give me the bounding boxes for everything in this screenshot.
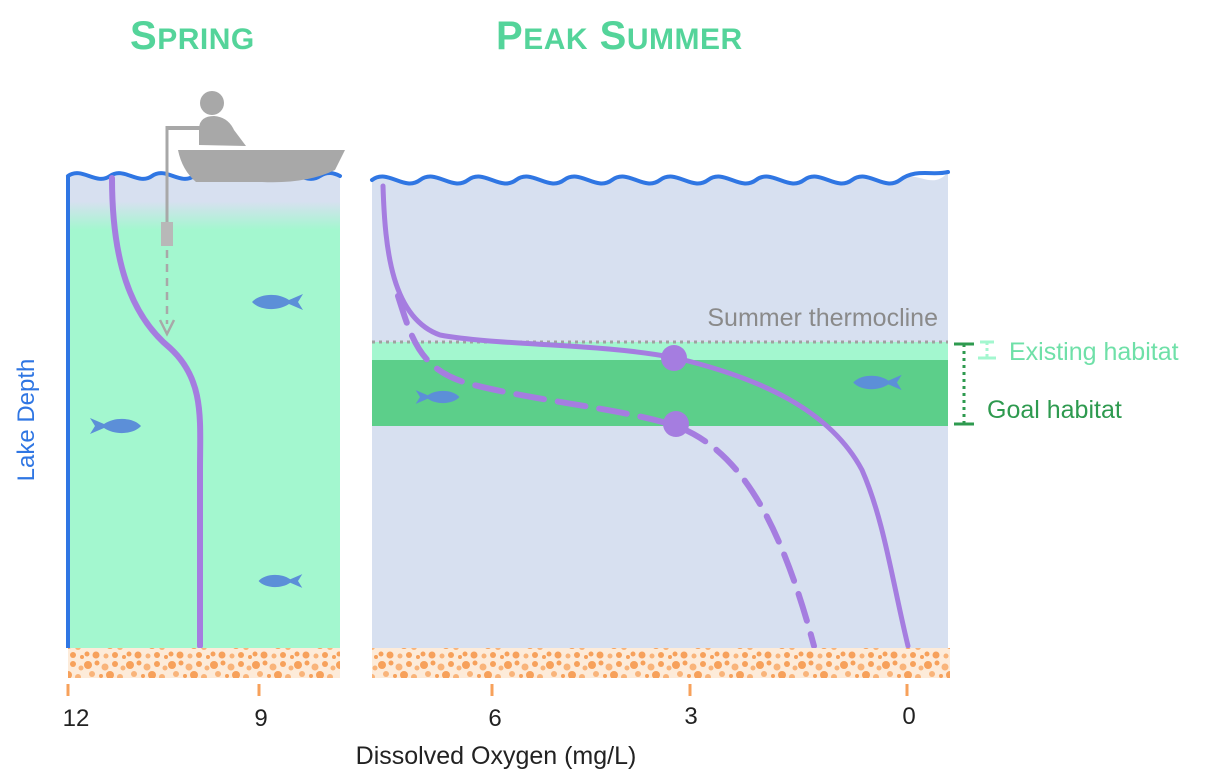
goal-habitat-band	[372, 360, 948, 426]
summer-surface-line	[370, 170, 950, 186]
sediment-icon	[68, 648, 340, 678]
existing-habitat-band	[372, 342, 948, 360]
goal-habitat-bracket	[954, 342, 974, 426]
x-axis: 12 9 6 3 0 Dissolved Oxygen (mg/L)	[63, 684, 916, 770]
summer-title-text: PEAK SUMMER	[496, 14, 743, 58]
spring-panel	[66, 91, 345, 678]
spring-title-text: SPRING	[130, 14, 255, 58]
thermocline-label: Summer thermocline	[707, 304, 938, 332]
spring-title: SPRING	[130, 14, 255, 59]
x-tick-label: 3	[684, 703, 697, 730]
spring-oxygen-curve	[109, 175, 204, 649]
existing-habitat-label: Existing habitat	[1009, 338, 1179, 366]
oxygen-probe-icon	[158, 222, 176, 337]
x-tick-label: 12	[63, 705, 90, 732]
summer-dashed-oxygen-curve	[395, 293, 817, 649]
x-tick-label: 0	[902, 703, 915, 730]
spring-water	[68, 172, 340, 648]
x-tick-label: 6	[488, 705, 501, 732]
summer-title: PEAK SUMMER	[496, 14, 743, 59]
x-tick-label: 9	[254, 705, 267, 732]
x-axis-label: Dissolved Oxygen (mg/L)	[356, 742, 637, 770]
goal-habitat-marker	[663, 411, 689, 437]
summer-panel: Summer thermocline	[370, 170, 950, 678]
fisherman-in-boat-icon	[165, 91, 345, 222]
sediment-icon	[372, 648, 950, 678]
existing-habitat-bracket	[978, 340, 996, 360]
existing-habitat-marker	[661, 345, 687, 371]
y-axis-label: Lake Depth	[13, 359, 40, 482]
goal-habitat-label: Goal habitat	[987, 396, 1122, 424]
